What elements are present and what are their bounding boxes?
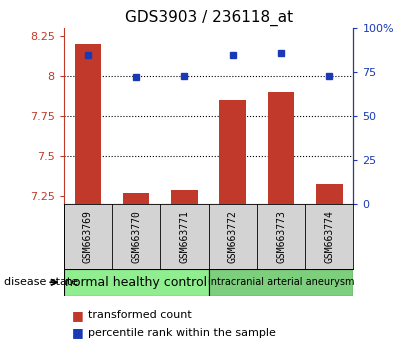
Bar	[123, 193, 150, 204]
Text: GSM663769: GSM663769	[83, 210, 93, 263]
Bar	[316, 184, 343, 204]
Text: GSM663770: GSM663770	[131, 210, 141, 263]
Text: ■: ■	[72, 309, 84, 321]
Bar	[219, 100, 246, 204]
Text: ■: ■	[72, 326, 84, 339]
Text: GSM663774: GSM663774	[324, 210, 334, 263]
Text: GSM663771: GSM663771	[180, 210, 189, 263]
Title: GDS3903 / 236118_at: GDS3903 / 236118_at	[125, 9, 293, 25]
Text: disease state: disease state	[4, 277, 78, 287]
Text: intracranial arterial aneurysm: intracranial arterial aneurysm	[208, 277, 354, 287]
Text: GSM663772: GSM663772	[228, 210, 238, 263]
Text: transformed count: transformed count	[88, 310, 192, 320]
Bar	[268, 92, 294, 204]
Text: GSM663773: GSM663773	[276, 210, 286, 263]
Bar	[209, 269, 353, 296]
Text: normal healthy control: normal healthy control	[65, 276, 207, 289]
Bar	[171, 190, 198, 204]
Text: percentile rank within the sample: percentile rank within the sample	[88, 328, 276, 338]
Bar	[74, 44, 101, 204]
Bar	[64, 269, 208, 296]
